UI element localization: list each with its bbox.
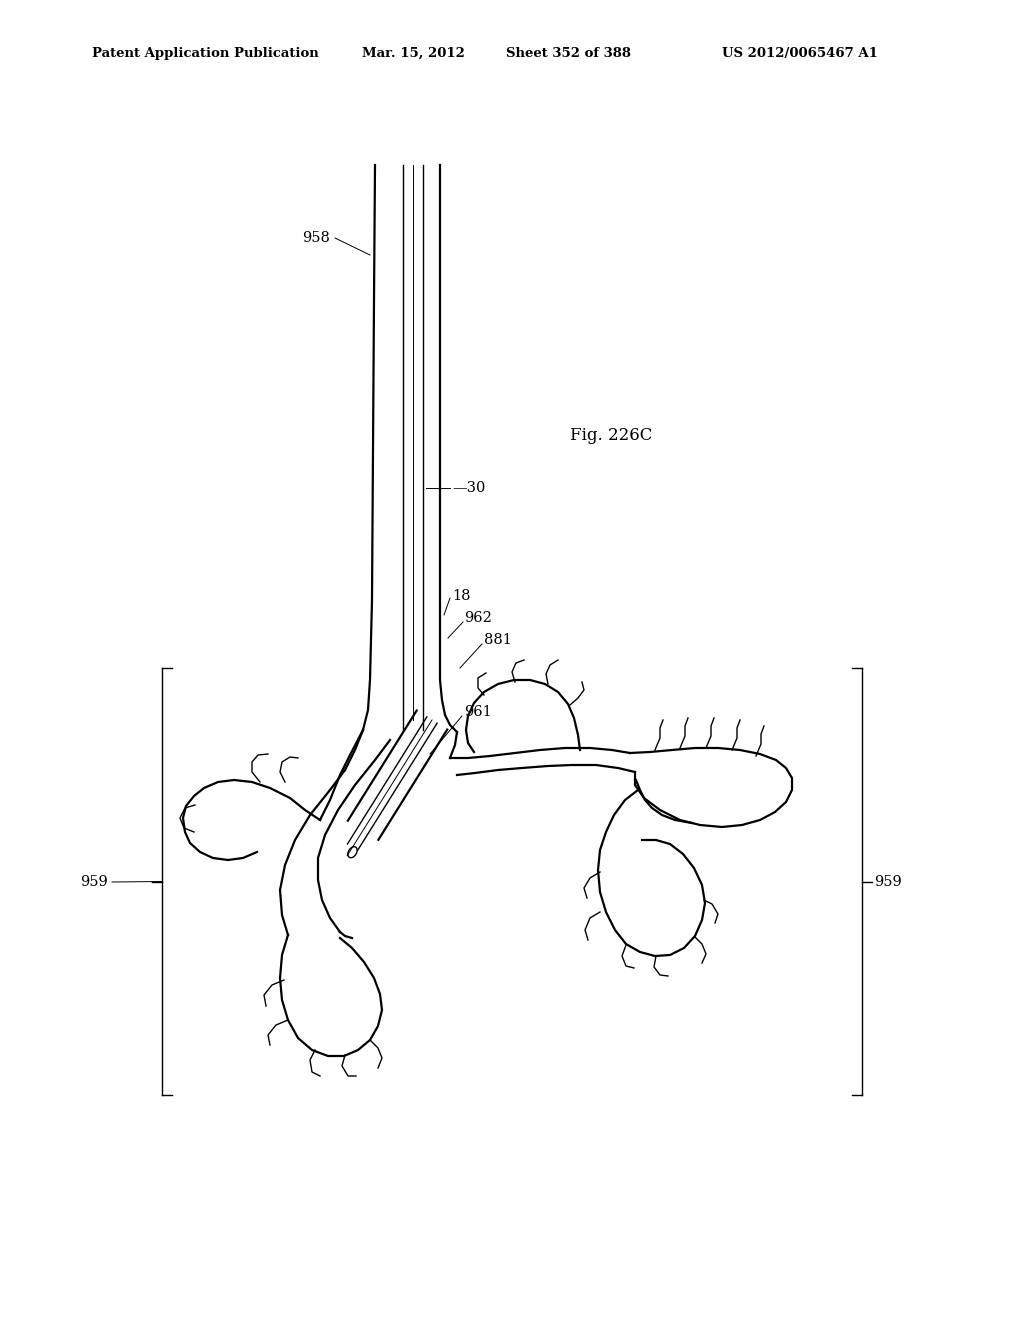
Text: 962: 962 <box>464 611 492 624</box>
Text: 958: 958 <box>302 231 330 246</box>
Text: Patent Application Publication: Patent Application Publication <box>92 48 318 59</box>
Text: US 2012/0065467 A1: US 2012/0065467 A1 <box>722 48 878 59</box>
Text: 18: 18 <box>452 589 470 603</box>
Text: Fig. 226C: Fig. 226C <box>570 426 652 444</box>
Text: 959: 959 <box>874 875 902 888</box>
Text: 959: 959 <box>80 875 108 888</box>
Text: —30: —30 <box>452 480 485 495</box>
Text: 881: 881 <box>484 634 512 647</box>
Text: Mar. 15, 2012: Mar. 15, 2012 <box>362 48 465 59</box>
Text: Sheet 352 of 388: Sheet 352 of 388 <box>506 48 631 59</box>
Text: 961: 961 <box>464 705 492 719</box>
